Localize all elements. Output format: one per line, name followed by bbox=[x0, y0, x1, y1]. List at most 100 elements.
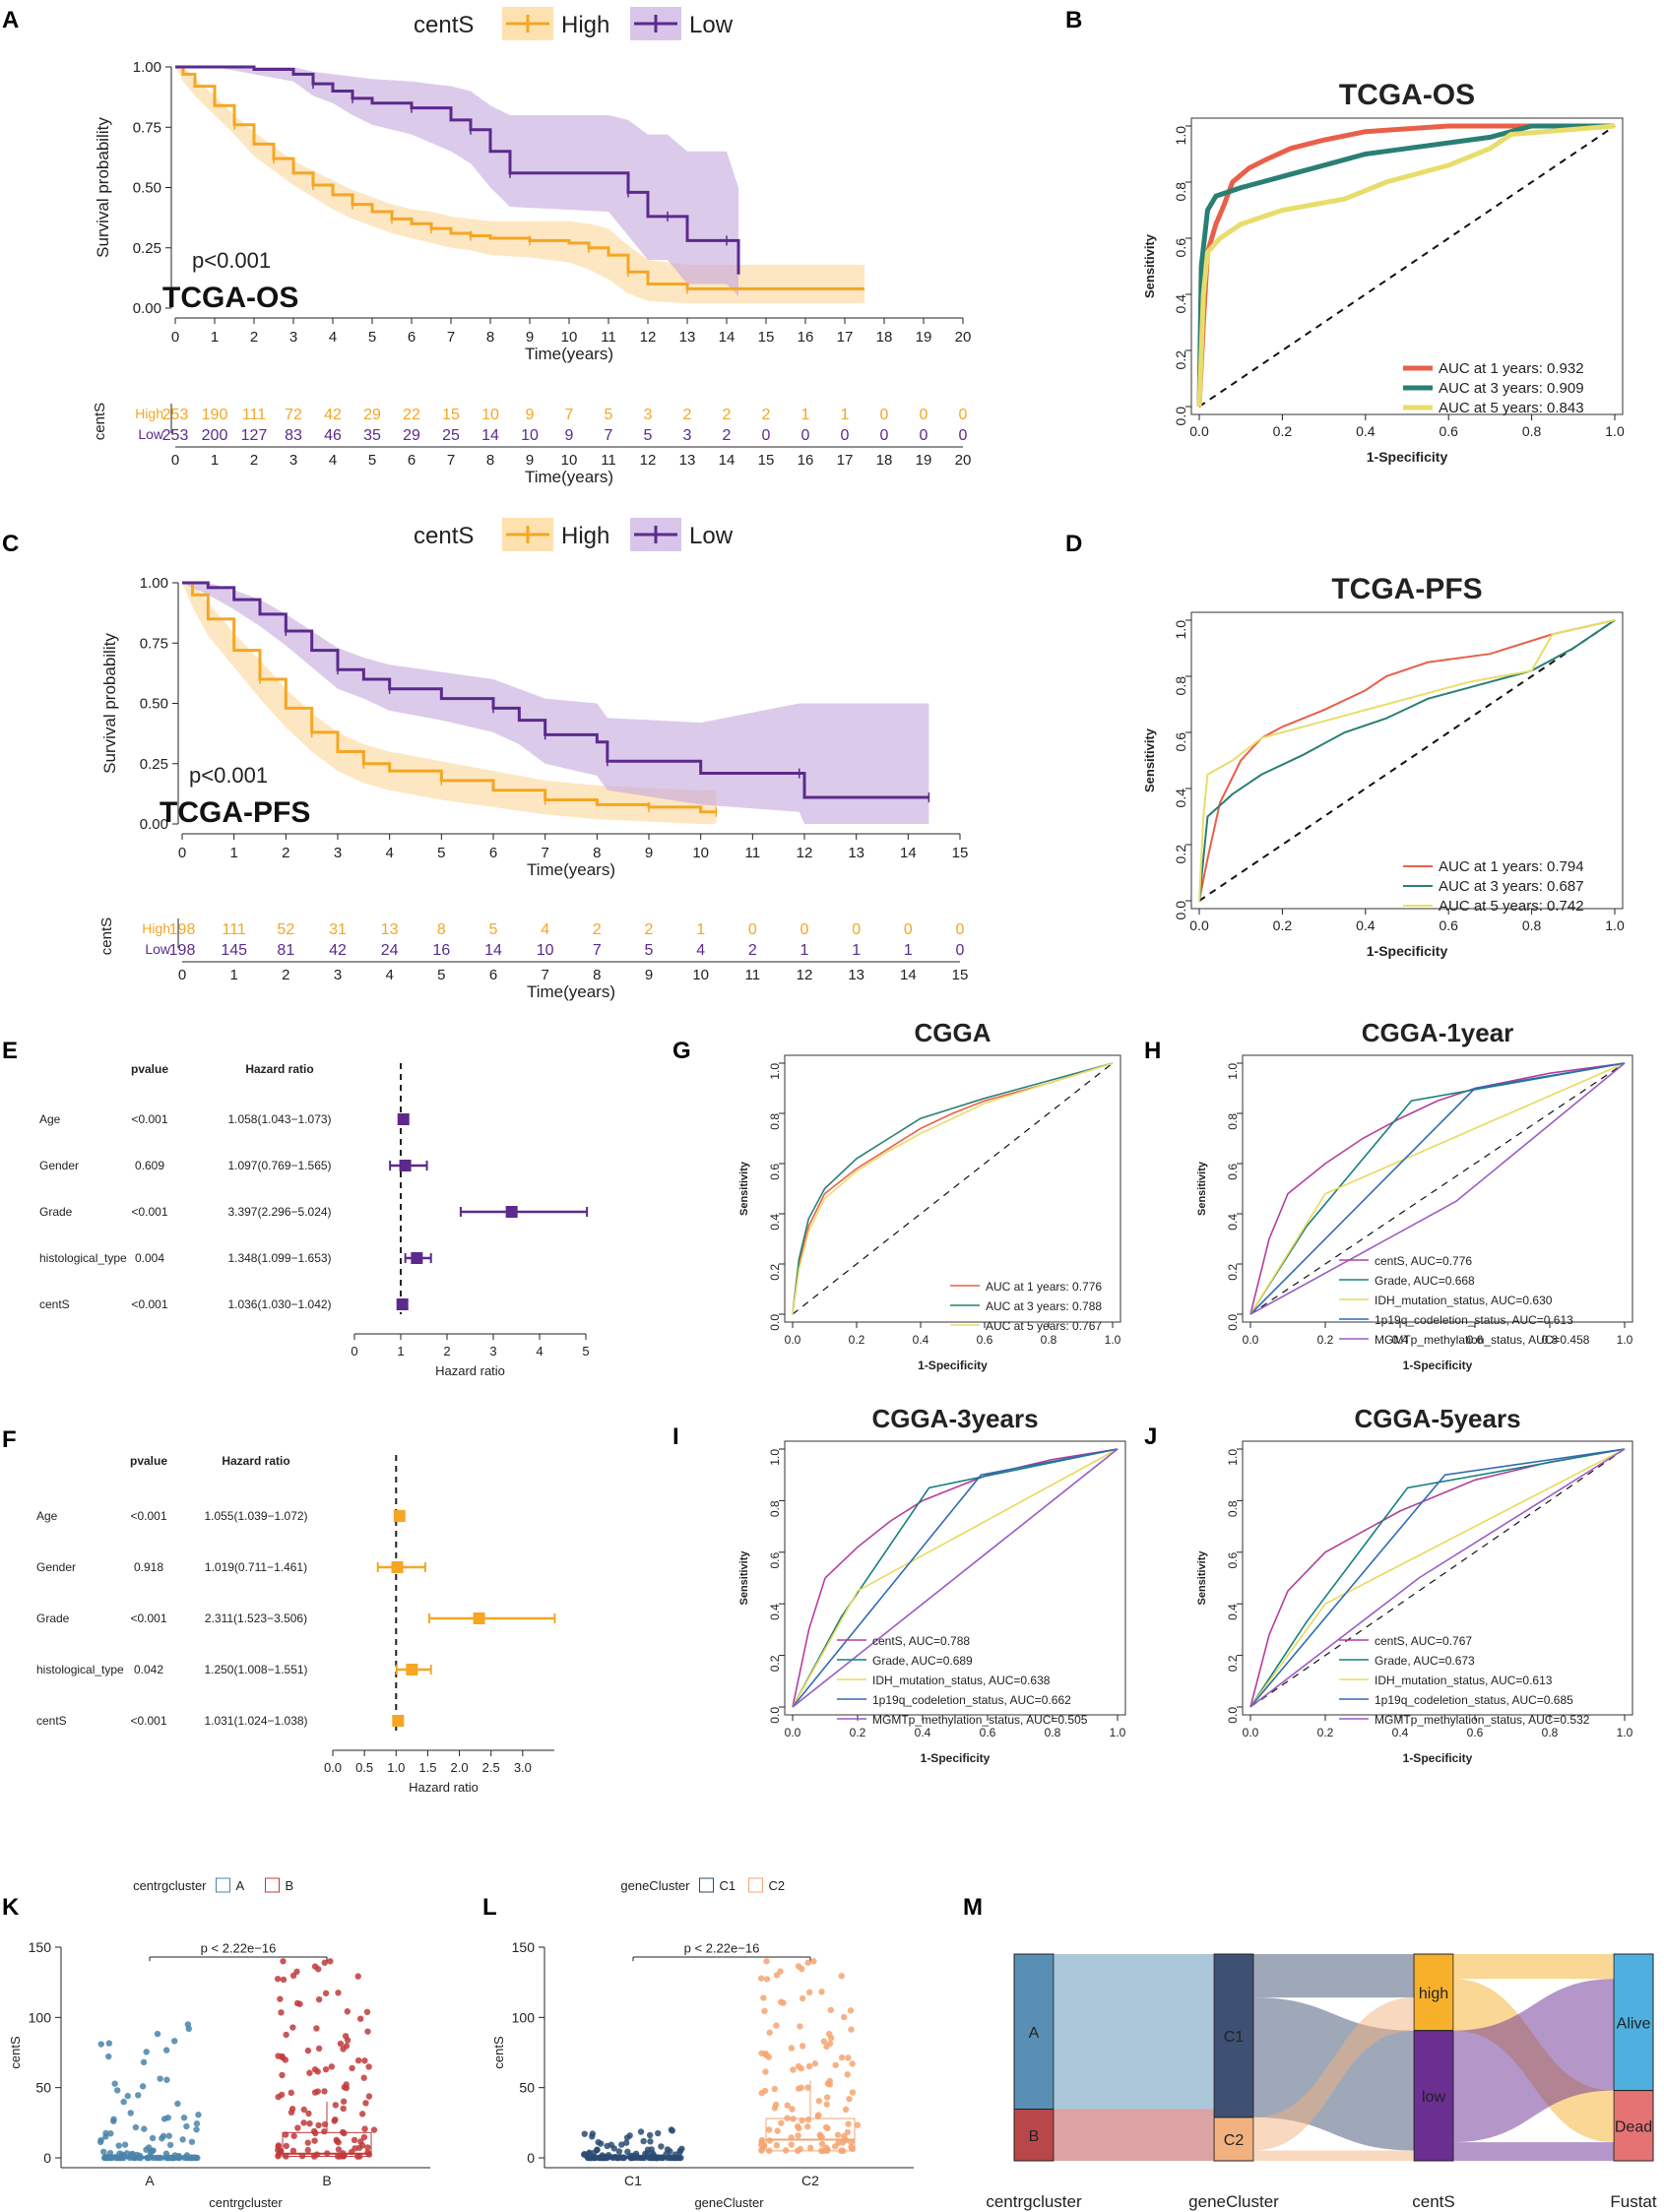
data-point bbox=[604, 2142, 610, 2150]
row-hazard-ratio: 1.055(1.039−1.072) bbox=[204, 1509, 307, 1523]
roc-curve bbox=[792, 1062, 1114, 1315]
panel-letter-H: H bbox=[1144, 1038, 1161, 1064]
roc-curve bbox=[792, 1062, 1114, 1315]
x-axis-label: 1-Specificity bbox=[918, 1359, 988, 1372]
risk-count: 3 bbox=[644, 407, 653, 423]
y-tick-label: 50 bbox=[35, 2080, 51, 2096]
x-tick-label: 10 bbox=[561, 329, 578, 346]
risk-x-tick: 0 bbox=[178, 967, 186, 983]
data-point bbox=[774, 2127, 781, 2134]
risk-x-tick: 4 bbox=[385, 967, 393, 983]
x-tick-label: 15 bbox=[758, 329, 775, 346]
data-point bbox=[356, 2015, 364, 2022]
data-point bbox=[278, 2009, 285, 2016]
data-point bbox=[332, 2102, 339, 2109]
x-axis-label: centrgcluster bbox=[209, 2195, 283, 2210]
data-point bbox=[283, 2142, 289, 2150]
row-hazard-ratio: 1.019(0.711−1.461) bbox=[205, 1560, 307, 1574]
row-pvalue: 0.609 bbox=[135, 1159, 164, 1172]
risk-x-tick: 3 bbox=[334, 967, 342, 983]
sankey-node-label: C1 bbox=[1224, 2029, 1245, 2046]
risk-count: 2 bbox=[645, 921, 654, 938]
data-point bbox=[637, 2128, 645, 2135]
row-pvalue: <0.001 bbox=[131, 1297, 167, 1311]
y-axis-label: Sensitivity bbox=[1196, 1161, 1208, 1216]
data-point bbox=[360, 2133, 368, 2141]
risk-count: 9 bbox=[565, 427, 574, 444]
x-tick-label: 1.5 bbox=[418, 1760, 436, 1775]
plot-frame bbox=[784, 1440, 1126, 1716]
x-tick-label: 0.0 bbox=[1189, 917, 1209, 933]
data-point bbox=[354, 1973, 361, 1980]
header-hazard-ratio: Hazard ratio bbox=[222, 1454, 289, 1468]
x-tick-label: A bbox=[145, 2173, 155, 2188]
legend-key bbox=[216, 1877, 230, 1893]
row-hazard-ratio: 1.058(1.043−1.073) bbox=[227, 1112, 331, 1126]
y-axis-label: Sensitivity bbox=[1196, 1550, 1208, 1606]
data-point bbox=[294, 2124, 301, 2131]
data-point bbox=[335, 1990, 342, 1996]
data-point bbox=[840, 2013, 848, 2021]
risk-count: 5 bbox=[489, 921, 498, 938]
data-point bbox=[810, 1958, 817, 1965]
data-point bbox=[188, 2138, 196, 2145]
data-point bbox=[145, 2144, 153, 2151]
data-point bbox=[363, 2008, 371, 2015]
x-tick-label: 19 bbox=[916, 329, 932, 346]
ci-band-high bbox=[182, 583, 717, 824]
data-point bbox=[315, 2045, 323, 2053]
x-tick-label: 0.4 bbox=[915, 1726, 931, 1739]
y-tick-label: 0.25 bbox=[133, 240, 161, 257]
x-tick-label: 0.0 bbox=[1243, 1333, 1259, 1347]
data-point bbox=[289, 1972, 297, 1980]
data-point bbox=[795, 2085, 802, 2092]
data-point bbox=[626, 2132, 633, 2139]
data-point bbox=[322, 1990, 330, 1996]
data-point bbox=[157, 2075, 163, 2082]
sankey-node-b bbox=[1013, 2109, 1055, 2162]
data-point bbox=[763, 1958, 770, 1965]
x-tick-label: 14 bbox=[900, 845, 917, 861]
data-point bbox=[824, 2124, 831, 2132]
hr-point bbox=[411, 1252, 423, 1264]
data-point bbox=[364, 2149, 371, 2156]
data-point bbox=[771, 2085, 778, 2093]
y-tick-label: 0.8 bbox=[768, 1113, 782, 1130]
risk-count: 111 bbox=[242, 407, 266, 423]
roc-curve bbox=[1249, 1062, 1626, 1315]
data-point bbox=[280, 1976, 288, 1984]
data-point bbox=[311, 1963, 319, 1970]
data-point bbox=[304, 2139, 311, 2146]
roc-curve bbox=[792, 1062, 1114, 1315]
y-axis-label: centS bbox=[8, 2036, 23, 2069]
risk-count: 0 bbox=[956, 942, 965, 959]
risk-count: 81 bbox=[277, 942, 294, 959]
x-tick-label: 20 bbox=[955, 329, 972, 346]
x-tick-label: 1.0 bbox=[1617, 1726, 1633, 1739]
data-point bbox=[838, 1972, 845, 1980]
risk-x-tick: 13 bbox=[848, 967, 864, 983]
y-tick-label: 1.0 bbox=[768, 1449, 782, 1466]
x-axis-label: 1-Specificity bbox=[1367, 449, 1448, 465]
risk-x-tick: 2 bbox=[282, 967, 289, 983]
data-point bbox=[149, 2134, 157, 2142]
roc-curve bbox=[1249, 1448, 1626, 1708]
x-axis-label: geneCluster bbox=[694, 2195, 764, 2210]
x-tick-label: 4 bbox=[385, 845, 393, 861]
x-tick-label: 0.0 bbox=[1189, 423, 1209, 439]
y-tick-label: 50 bbox=[519, 2080, 535, 2096]
risk-count: 2 bbox=[683, 407, 692, 423]
risk-x-tick: 1 bbox=[229, 967, 237, 983]
p-value: p < 2.22e−16 bbox=[684, 1941, 760, 1956]
risk-count: 253 bbox=[162, 427, 189, 444]
y-tick-label: 1.00 bbox=[140, 575, 168, 592]
risk-count: 0 bbox=[956, 921, 965, 938]
km-title: TCGA-PFS bbox=[160, 796, 310, 829]
panel-letter-I: I bbox=[672, 1423, 679, 1450]
data-point bbox=[773, 2142, 781, 2149]
roc-title: CGGA-1year bbox=[1362, 1018, 1514, 1047]
risk-x-tick: 4 bbox=[329, 452, 337, 469]
data-point bbox=[778, 2119, 785, 2126]
data-point bbox=[132, 2123, 140, 2131]
